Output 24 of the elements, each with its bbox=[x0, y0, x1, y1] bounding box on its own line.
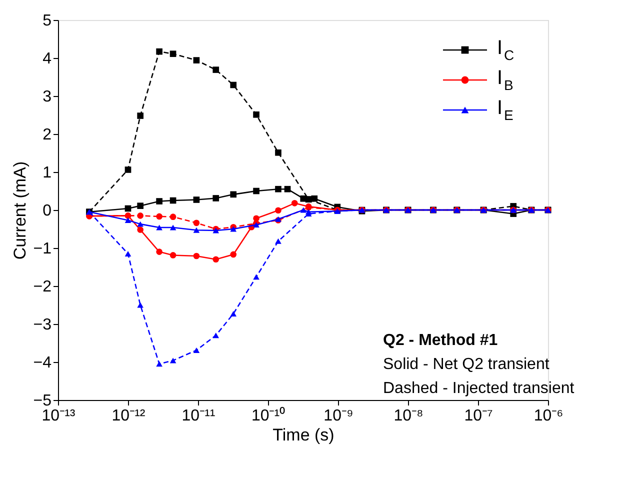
x-tick-label: 10⁻¹² bbox=[112, 408, 146, 424]
y-tick-label: 3 bbox=[42, 88, 52, 106]
annotation: Q2 - Method #1 bbox=[383, 332, 498, 349]
y-tick-label: 0 bbox=[42, 202, 52, 220]
y-tick-label: −1 bbox=[33, 240, 52, 258]
y-tick-label: 5 bbox=[42, 12, 52, 30]
x-tick-label: 10⁻¹³ bbox=[42, 408, 76, 424]
x-tick-label: 10⁻⁷ bbox=[464, 408, 493, 424]
y-tick-label: 2 bbox=[42, 126, 52, 144]
x-tick-label: 10⁻¹⁰ bbox=[251, 406, 286, 424]
x-tick-label: 10⁻⁸ bbox=[394, 408, 424, 424]
y-tick-label: 4 bbox=[42, 50, 52, 68]
x-tick-label: 10⁻¹¹ bbox=[182, 408, 216, 424]
x-tick-label: 10⁻⁶ bbox=[534, 408, 564, 424]
y-tick-label: −3 bbox=[33, 316, 52, 334]
annotation: Solid - Net Q2 transient bbox=[383, 356, 550, 373]
x-axis-title: Time (s) bbox=[272, 426, 334, 444]
y-tick-label: 1 bbox=[42, 164, 52, 182]
annotation: Dashed - Injected transient bbox=[383, 380, 575, 397]
y-tick-label: −5 bbox=[33, 392, 52, 410]
y-tick-label: −2 bbox=[33, 278, 52, 296]
x-tick-label: 10⁻⁹ bbox=[324, 408, 354, 424]
y-tick-label: −4 bbox=[33, 354, 52, 372]
y-axis-title: Current (mA) bbox=[10, 161, 30, 260]
